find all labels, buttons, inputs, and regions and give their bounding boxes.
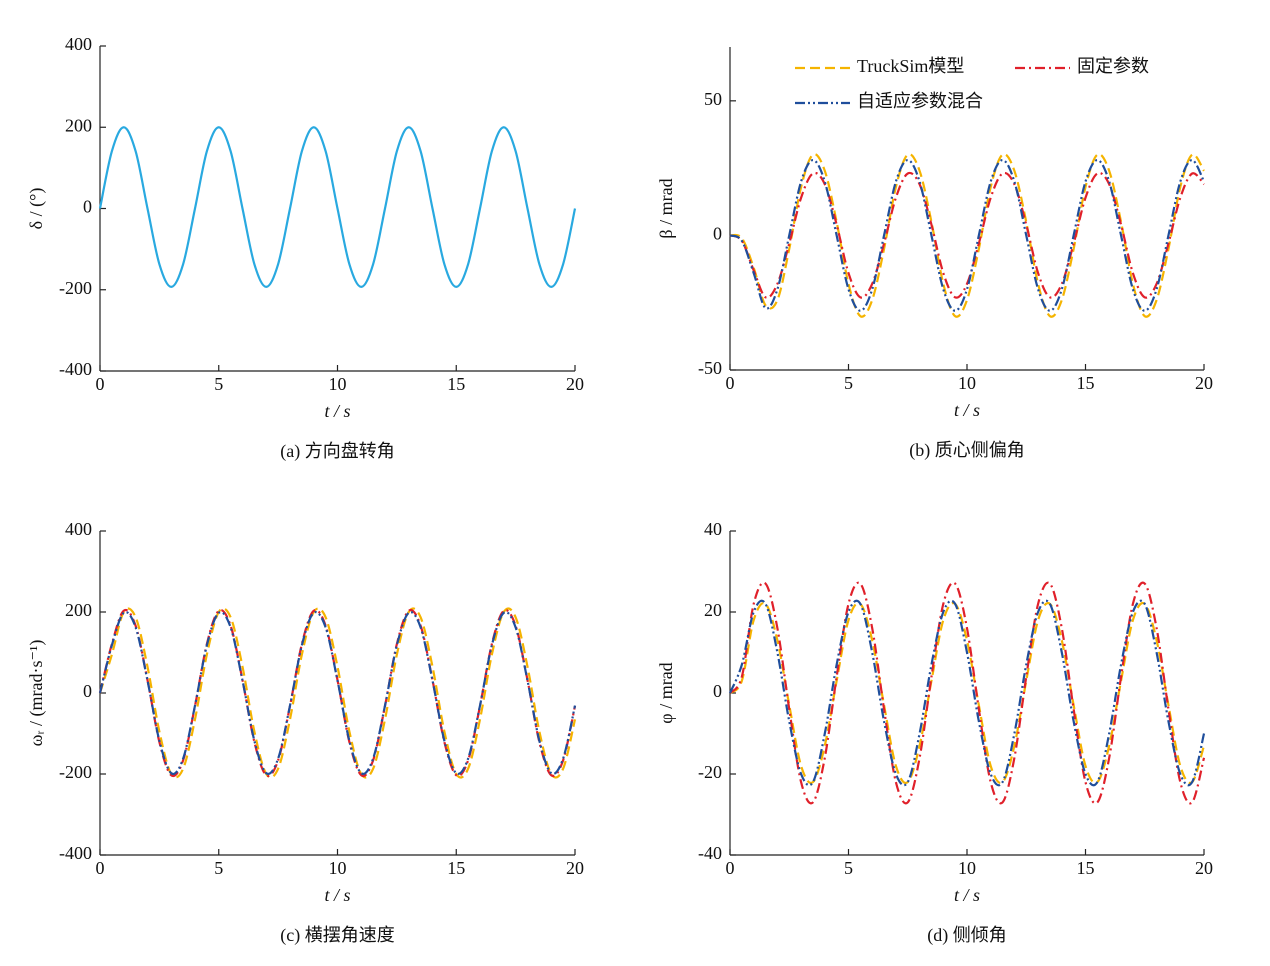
caption: (d) 侧倾角 [927,925,1007,946]
x-tick-label: 15 [1077,373,1095,393]
x-tick-label: 15 [1077,858,1095,878]
caption: (c) 横摆角速度 [280,925,394,946]
data-line [728,599,1206,787]
x-tick-label: 20 [566,858,584,878]
x-tick-label: 15 [447,374,465,394]
data-line [98,607,577,779]
x-axis-label: t / s [324,885,350,905]
x-tick-label: 5 [844,373,853,393]
data-line [98,611,577,775]
x-tick-label: 20 [1195,373,1213,393]
y-tick-label: 0 [713,224,722,244]
x-tick-label: 10 [329,858,347,878]
x-tick-label: 20 [566,374,584,394]
x-axis-label: t / s [954,885,980,905]
y-tick-label: -400 [59,359,92,379]
x-tick-label: 5 [214,374,223,394]
data-line [729,581,1206,805]
y-axis-label: δ / (°) [26,188,47,230]
y-tick-label: 40 [704,519,722,539]
y-tick-label: 200 [65,115,92,135]
caption: (a) 方向盘转角 [280,441,394,462]
data-line [98,608,577,778]
legend-label: 自适应参数混合 [857,91,983,111]
x-tick-label: 0 [96,858,105,878]
data-line [729,171,1205,299]
y-axis-label: β / mrad [656,178,676,238]
y-tick-label: -200 [59,278,92,298]
x-tick-label: 10 [958,373,976,393]
y-tick-label: 0 [83,197,92,217]
y-tick-label: 200 [65,600,92,620]
y-tick-label: 400 [65,34,92,54]
x-tick-label: 5 [214,858,223,878]
x-axis-label: t / s [954,400,980,420]
data-line [729,602,1206,784]
y-tick-label: -20 [698,762,722,782]
y-tick-label: -200 [59,762,92,782]
x-tick-label: 10 [329,374,347,394]
y-axis-label: ωᵣ / (mrad·s⁻¹) [26,640,47,747]
y-tick-label: 20 [704,600,722,620]
legend-label: TruckSim模型 [857,56,964,76]
x-tick-label: 15 [447,858,465,878]
x-axis-label: t / s [324,401,350,421]
y-tick-label: 0 [83,681,92,701]
x-tick-label: 20 [1195,858,1213,878]
y-tick-label: -40 [698,843,722,863]
caption: (b) 质心侧偏角 [909,440,1025,461]
data-line [729,153,1205,318]
y-tick-label: -50 [698,358,722,378]
x-tick-label: 5 [844,858,853,878]
x-tick-label: 0 [96,374,105,394]
y-tick-label: 0 [713,681,722,701]
y-tick-label: -400 [59,843,92,863]
x-tick-label: 10 [958,858,976,878]
data-line [98,126,577,289]
x-tick-label: 0 [726,858,735,878]
x-tick-label: 0 [726,373,735,393]
legend-label: 固定参数 [1077,56,1149,76]
y-tick-label: 50 [704,89,722,109]
y-axis-label: φ / mrad [656,662,676,723]
y-tick-label: 400 [65,519,92,539]
